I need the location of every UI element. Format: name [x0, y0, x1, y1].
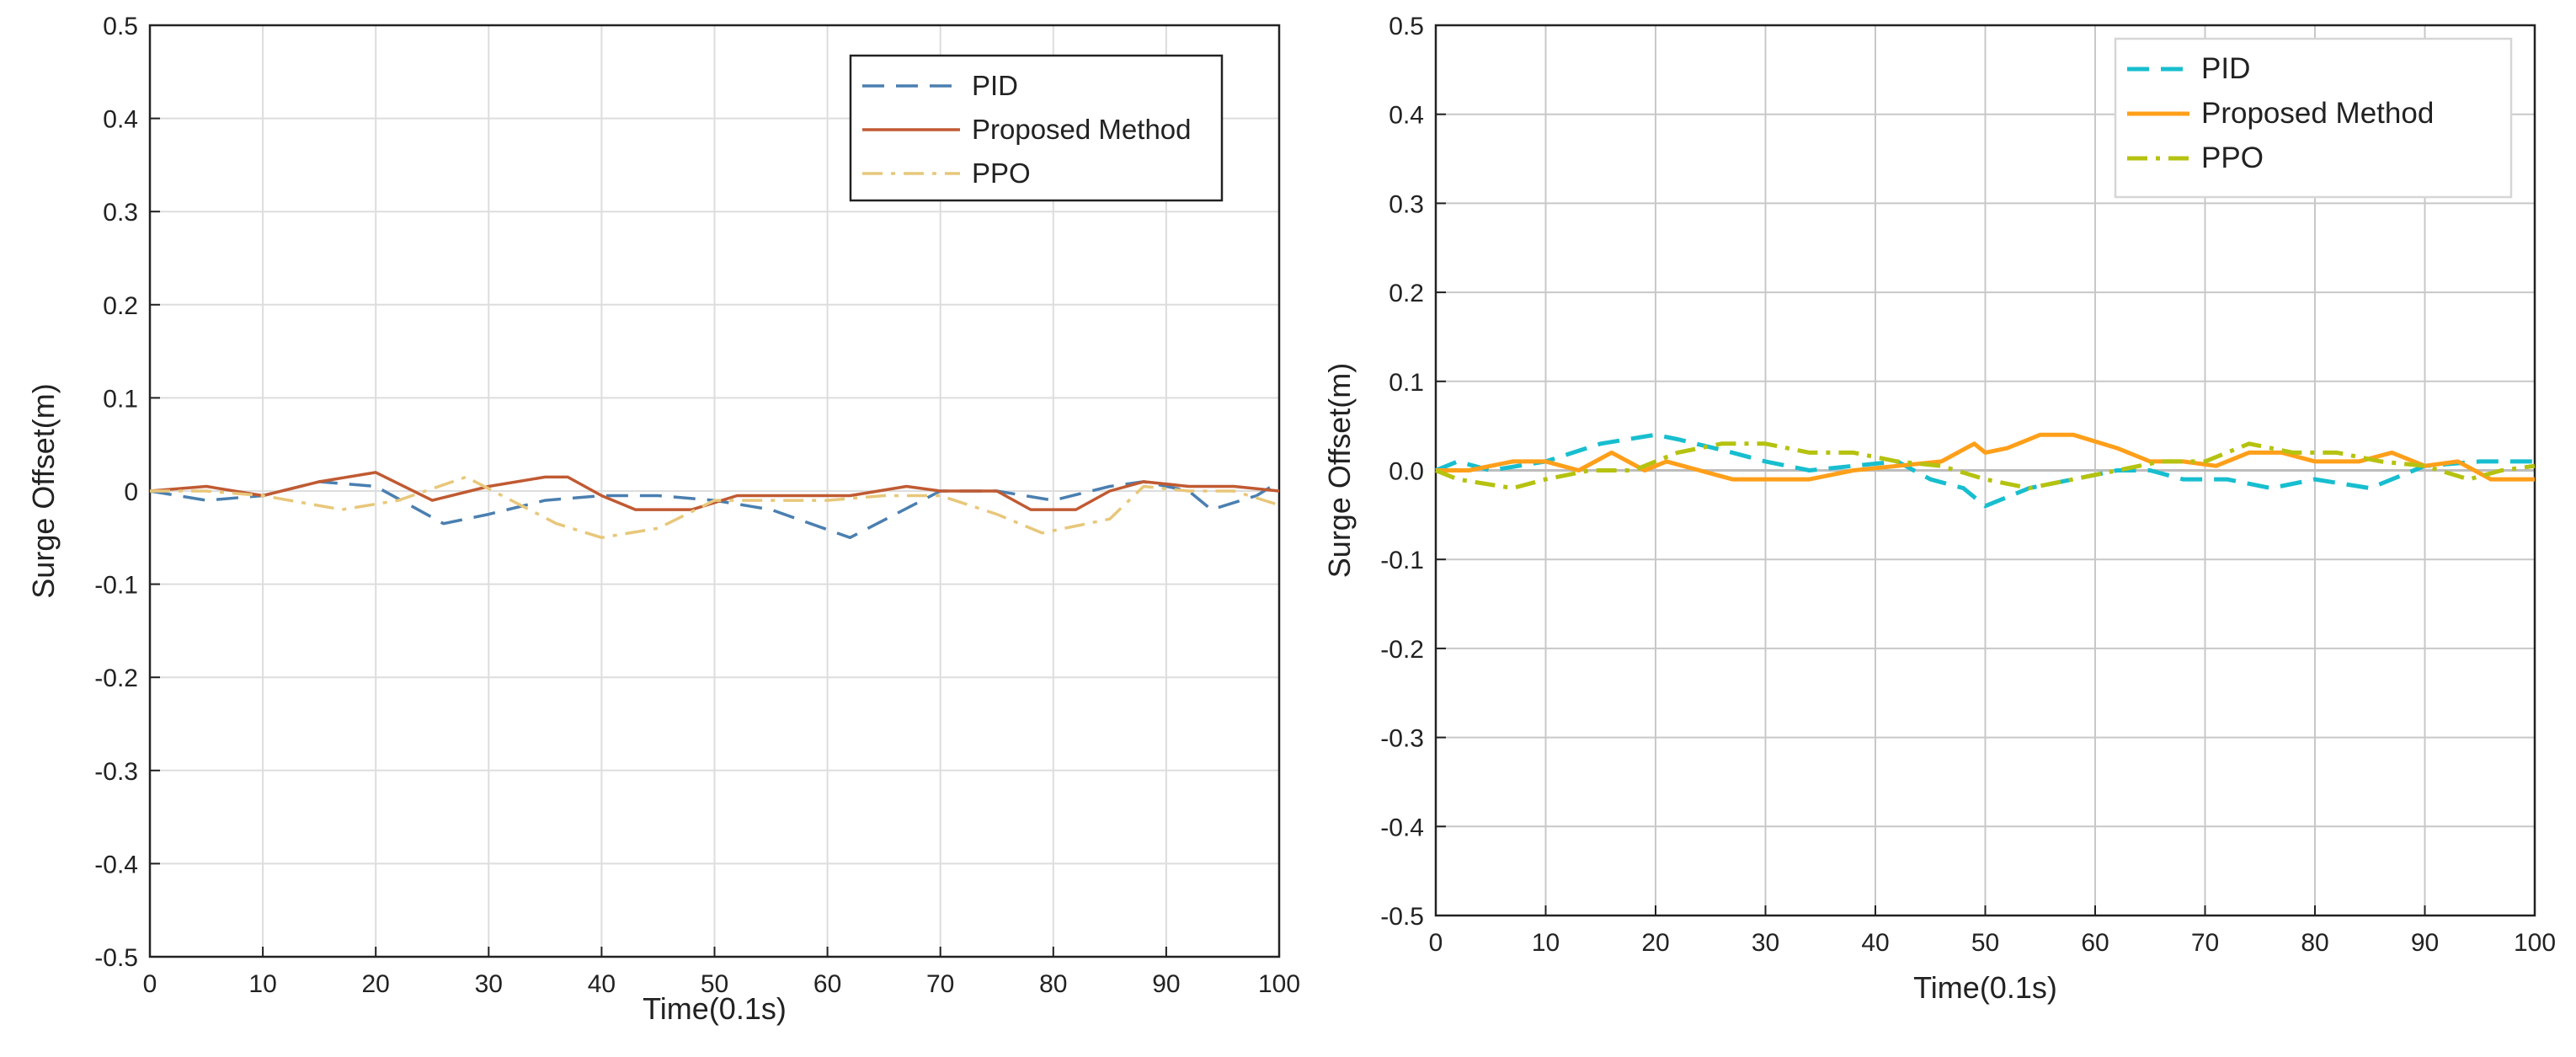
chart-1: 0 10 20 30 40 50 60 70 80 90 1000.50.40.30.20.10-0…	[26, 13, 1300, 1026]
x-tick-label: 10	[1532, 929, 1560, 957]
y-tick-label: 0.5	[1389, 13, 1424, 40]
y-tick-label: 0.2	[103, 292, 138, 320]
y-tick-label: -0.1	[1380, 547, 1424, 574]
x-tick-label: 90	[1152, 970, 1180, 998]
x-tick-label: 50	[1971, 929, 1999, 957]
x-tick-label: 10	[248, 970, 276, 998]
y-tick-label: -0.3	[1380, 725, 1424, 753]
x-tick-label: 80	[1039, 970, 1067, 998]
x-tick-label: 40	[1861, 929, 1889, 957]
x-axis-label: Time(0.1s)	[643, 991, 787, 1026]
y-tick-label: -0.1	[94, 572, 138, 600]
series-line-proposed-method	[149, 471, 1280, 511]
legend: PID Proposed Method PPO	[2114, 37, 2513, 199]
y-tick-label: 0.3	[1389, 190, 1424, 218]
legend-label: Proposed Method	[2201, 97, 2434, 130]
y-tick-label: 0.4	[103, 106, 138, 134]
y-tick-label: -0.4	[94, 851, 138, 878]
chart-2: 0 10 20 30 40 50 60 70 80 90 100 0.5 0.4 0.3 0.2 0.1 0.0…	[1322, 13, 2556, 1005]
x-tick-label: 0	[1429, 929, 1443, 957]
x-tick-label: 70	[2191, 929, 2219, 957]
y-tick-label: 0	[124, 478, 138, 506]
x-tick-label: 90	[2411, 929, 2439, 957]
series-line-ppo	[1435, 441, 2536, 491]
legend: PID Proposed Method PPO	[849, 54, 1224, 202]
x-tick-label: 80	[2301, 929, 2328, 957]
x-tick-label: 50	[701, 970, 728, 998]
y-tick-label: -0.4	[1380, 814, 1424, 841]
x-tick-label: 20	[1641, 929, 1669, 957]
y-tick-label: -0.3	[94, 758, 138, 786]
y-tick-label: 0.1	[1389, 369, 1424, 397]
y-tick-label: 0.1	[103, 385, 138, 413]
y-tick-label: 0.3	[103, 199, 138, 227]
x-tick-label: 100	[2514, 929, 2556, 957]
x-axis-label: Time(0.1s)	[1913, 970, 2057, 1005]
y-axis-label: Surge Offset(m)	[26, 383, 61, 598]
legend-label: PID	[972, 70, 1018, 101]
legend-label: PPO	[2201, 141, 2264, 174]
x-tick-label: 40	[588, 970, 616, 998]
y-tick-label: -0.2	[94, 665, 138, 692]
legend-label: Proposed Method	[972, 114, 1192, 145]
y-tick-label: 0.4	[1389, 102, 1424, 130]
y-tick-label: -0.5	[94, 944, 138, 972]
x-tick-label: 30	[1752, 929, 1779, 957]
x-tick-label: 30	[475, 970, 503, 998]
y-axis-label: Surge Offset(m)	[1322, 363, 1357, 578]
y-tick-label: 0.2	[1389, 280, 1424, 307]
series-line-pid	[1435, 432, 2535, 509]
legend-label: PID	[2201, 52, 2250, 85]
series-line-ppo	[150, 475, 1280, 540]
y-tick-label: 0.5	[103, 13, 138, 40]
x-tick-label: 60	[2081, 929, 2109, 957]
y-tick-label: -0.5	[1380, 903, 1424, 931]
x-tick-label: 0	[143, 970, 157, 998]
legend-box	[849, 54, 1224, 202]
series-line-proposed-method	[1436, 432, 2535, 482]
y-tick-label: -0.2	[1380, 636, 1424, 664]
legend-label: PPO	[972, 157, 1031, 189]
series-line-pid	[149, 480, 1280, 540]
x-tick-label: 20	[362, 970, 390, 998]
y-tick-label: 0.0	[1389, 458, 1424, 486]
legend-box	[2114, 37, 2513, 199]
x-tick-label: 60	[813, 970, 841, 998]
x-tick-label: 70	[926, 970, 954, 998]
x-tick-label: 100	[1258, 970, 1300, 998]
